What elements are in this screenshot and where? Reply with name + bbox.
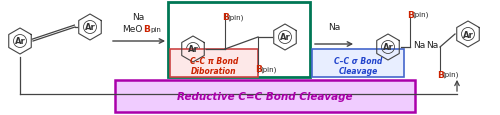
Text: B: B: [437, 70, 444, 79]
Bar: [312, 50, 404, 77]
Text: Na: Na: [132, 13, 144, 22]
Text: Na: Na: [413, 41, 425, 50]
Text: (pin): (pin): [412, 12, 428, 18]
Text: Diboration: Diboration: [192, 67, 237, 76]
Text: (pin): (pin): [227, 15, 244, 21]
Text: C–C π Bond: C–C π Bond: [190, 57, 238, 66]
Text: Na: Na: [426, 41, 438, 50]
Text: Cleavage: Cleavage: [338, 67, 378, 76]
Bar: [168, 3, 310, 77]
Text: Ar: Ar: [84, 23, 96, 32]
Text: (pin): (pin): [260, 66, 276, 73]
Text: B: B: [143, 25, 150, 34]
Text: B: B: [255, 65, 262, 74]
Text: Na: Na: [328, 23, 340, 32]
Text: Ar: Ar: [280, 33, 290, 42]
Text: MeO: MeO: [122, 25, 142, 34]
Text: Ar: Ar: [188, 45, 198, 54]
Text: C–C σ Bond: C–C σ Bond: [334, 57, 382, 66]
Bar: [170, 50, 258, 77]
Text: Reductive C=C Bond Cleavage: Reductive C=C Bond Cleavage: [177, 91, 353, 101]
Text: (pin): (pin): [442, 71, 458, 78]
Bar: [115, 80, 415, 112]
Text: B: B: [407, 10, 414, 19]
Text: Ar: Ar: [382, 43, 394, 52]
Text: Ar: Ar: [14, 37, 26, 46]
Text: B: B: [222, 13, 229, 22]
Text: pin: pin: [150, 27, 161, 33]
Text: Ar: Ar: [462, 30, 473, 39]
